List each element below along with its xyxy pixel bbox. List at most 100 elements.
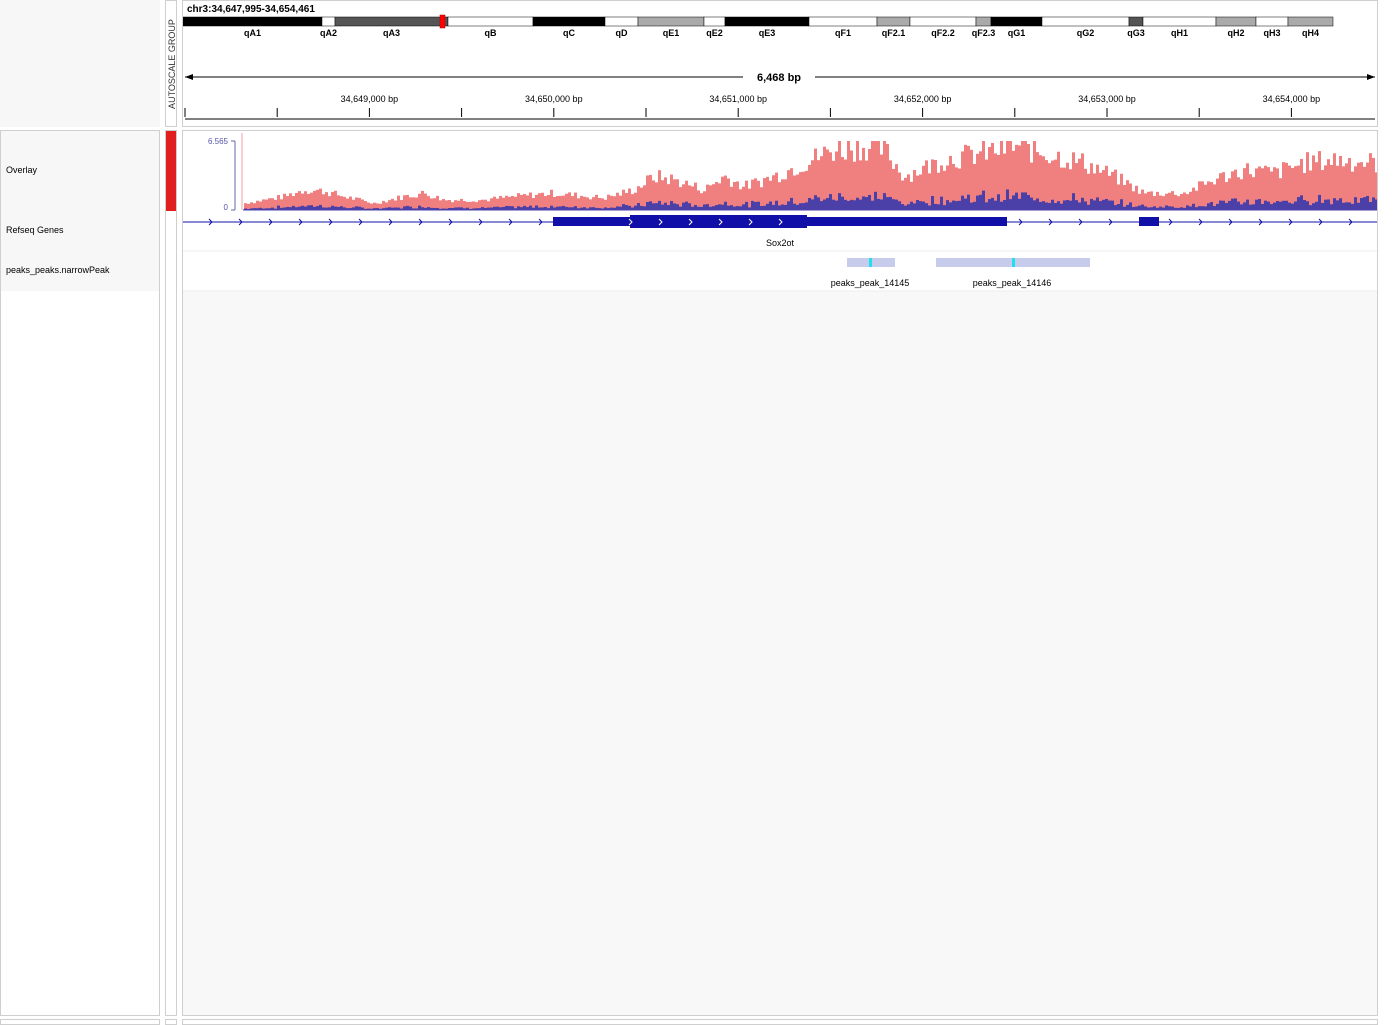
coverage-bar-secondary bbox=[961, 195, 964, 210]
coverage-bar-secondary bbox=[1282, 200, 1285, 210]
coverage-bar-secondary bbox=[1111, 200, 1114, 210]
coverage-bar-secondary bbox=[949, 202, 952, 210]
coverage-bar-secondary bbox=[595, 207, 598, 210]
coverage-bar bbox=[1039, 155, 1042, 210]
coverage-bar bbox=[868, 149, 871, 210]
coverage-bar bbox=[772, 175, 775, 210]
coverage-bar bbox=[304, 191, 307, 210]
track-name-refseq[interactable]: Refseq Genes bbox=[1, 211, 159, 251]
coverage-bar bbox=[847, 141, 850, 210]
coverage-bar bbox=[571, 196, 574, 210]
coverage-bar bbox=[1321, 170, 1324, 210]
coverage-bar bbox=[871, 141, 874, 210]
peaks-features[interactable]: peaks_peak_14145 peaks_peak_14146 bbox=[831, 258, 1090, 288]
coverage-bar bbox=[436, 195, 439, 210]
name-panel-scrollbar[interactable] bbox=[0, 1019, 160, 1025]
coverage-bar bbox=[685, 180, 688, 210]
coverage-bar-secondary bbox=[886, 197, 889, 210]
coverage-bar bbox=[808, 164, 811, 210]
coverage-bar-secondary bbox=[898, 201, 901, 210]
gene-sox2ot[interactable]: Sox2ot bbox=[183, 215, 1377, 248]
track-name-panel[interactable]: Overlay Refseq Genes peaks_peaks.narrowP… bbox=[0, 130, 160, 1016]
coverage-bar bbox=[244, 203, 247, 210]
cytoband-qc[interactable] bbox=[532, 16, 606, 27]
coverage-bar-secondary bbox=[1135, 206, 1138, 210]
coverage-bar bbox=[1015, 144, 1018, 210]
track-name-overlay[interactable]: Overlay bbox=[1, 131, 159, 211]
coverage-bar-secondary bbox=[1162, 207, 1165, 210]
coverage-bar bbox=[1132, 191, 1135, 210]
coverage-bar bbox=[337, 195, 340, 210]
cytoband-qa2[interactable] bbox=[321, 16, 336, 27]
coverage-bar-secondary bbox=[262, 208, 265, 210]
track-name-peaks-label: peaks_peaks.narrowPeak bbox=[6, 265, 110, 275]
coverage-bar bbox=[652, 180, 655, 210]
coverage-bar bbox=[718, 183, 721, 210]
cytoband-qf2-2[interactable] bbox=[909, 16, 977, 27]
coverage-bar bbox=[532, 197, 535, 210]
coverage-bar bbox=[391, 198, 394, 210]
attribute-panel[interactable] bbox=[165, 130, 177, 1016]
cytoband-qe3[interactable] bbox=[724, 16, 810, 27]
data-panel-scrollbar[interactable] bbox=[182, 1019, 1378, 1025]
cytoband-qf1[interactable] bbox=[808, 16, 878, 27]
coverage-bar-secondary bbox=[1138, 205, 1141, 210]
cytoband-qg2[interactable] bbox=[1041, 16, 1130, 27]
cytoband-qd[interactable] bbox=[604, 16, 639, 27]
overlay-coverage[interactable] bbox=[243, 141, 1377, 211]
coverage-bar bbox=[1315, 162, 1318, 210]
track-name-peaks[interactable]: peaks_peaks.narrowPeak bbox=[1, 251, 159, 291]
attribute-header[interactable]: AUTOSCALE GROUP bbox=[165, 0, 177, 127]
coverage-bar bbox=[928, 173, 931, 210]
coverage-bar-secondary bbox=[358, 206, 361, 210]
cytoband-qa1[interactable] bbox=[183, 16, 323, 27]
cytoband-qh2[interactable] bbox=[1215, 16, 1257, 27]
coverage-bar bbox=[1357, 162, 1360, 210]
cytoband-qf2-3[interactable] bbox=[975, 16, 992, 27]
cytoband-qf2-1[interactable] bbox=[876, 16, 911, 27]
coverage-bar bbox=[1237, 177, 1240, 210]
coverage-bar-secondary bbox=[1192, 203, 1195, 210]
coverage-bar bbox=[1195, 190, 1198, 210]
cytoband-qe1[interactable] bbox=[637, 16, 705, 27]
coverage-bar bbox=[724, 175, 727, 210]
coverage-bar-secondary bbox=[970, 202, 973, 210]
ruler-header[interactable]: chr3:34,647,995-34,654,461 qA1 qA2 qA3 qB qC… bbox=[182, 0, 1378, 127]
strand-arrow bbox=[1078, 218, 1083, 226]
cytoband-qh1[interactable] bbox=[1142, 16, 1217, 27]
coverage-bar-secondary bbox=[952, 200, 955, 210]
data-panel[interactable]: 6.565 0 Sox2ot peaks_peak_14145 peaks_pe… bbox=[182, 130, 1378, 1016]
coverage-bar bbox=[412, 197, 415, 210]
autoscale-group-cell[interactable] bbox=[166, 131, 176, 211]
coverage-bar bbox=[703, 191, 706, 210]
cytoband-qa3[interactable] bbox=[334, 16, 449, 27]
coverage-bar bbox=[250, 202, 253, 210]
cytoband-qg3[interactable] bbox=[1128, 16, 1144, 27]
coverage-bar bbox=[535, 194, 538, 210]
cytoband-qg1[interactable] bbox=[990, 16, 1043, 27]
coverage-bar bbox=[397, 195, 400, 210]
coverage-bar-secondary bbox=[1339, 198, 1342, 210]
coverage-bar bbox=[481, 199, 484, 210]
coverage-bar bbox=[580, 195, 583, 210]
coverage-bar-secondary bbox=[865, 197, 868, 210]
coverage-bar-secondary bbox=[385, 207, 388, 210]
cytoband-ideogram[interactable]: qA1 qA2 qA3 qB qC qD qE1 qE2 qE3 qF1 qF2.1 qF2.2 qF2… bbox=[183, 14, 1334, 38]
coverage-bar bbox=[655, 182, 658, 210]
cytoband-qe2[interactable] bbox=[703, 16, 726, 27]
coverage-bar-secondary bbox=[271, 207, 274, 210]
coverage-bar bbox=[997, 154, 1000, 210]
peaks-track-area[interactable] bbox=[183, 251, 1377, 291]
attribute-panel-scrollbar[interactable] bbox=[165, 1019, 177, 1025]
coverage-bar bbox=[646, 175, 649, 210]
cytoband-qh4[interactable] bbox=[1287, 16, 1334, 27]
coverage-bar-secondary bbox=[463, 208, 466, 210]
coverage-bar bbox=[721, 176, 724, 210]
coverage-bar-secondary bbox=[715, 205, 718, 210]
cytoband-label: qH2 bbox=[1227, 28, 1244, 38]
autoscale-group-label[interactable]: AUTOSCALE GROUP bbox=[167, 19, 177, 109]
cytoband-qb[interactable] bbox=[447, 16, 534, 27]
cytoband-qh3[interactable] bbox=[1255, 16, 1289, 27]
coverage-bar-secondary bbox=[676, 204, 679, 210]
coverage-bar bbox=[619, 195, 622, 210]
